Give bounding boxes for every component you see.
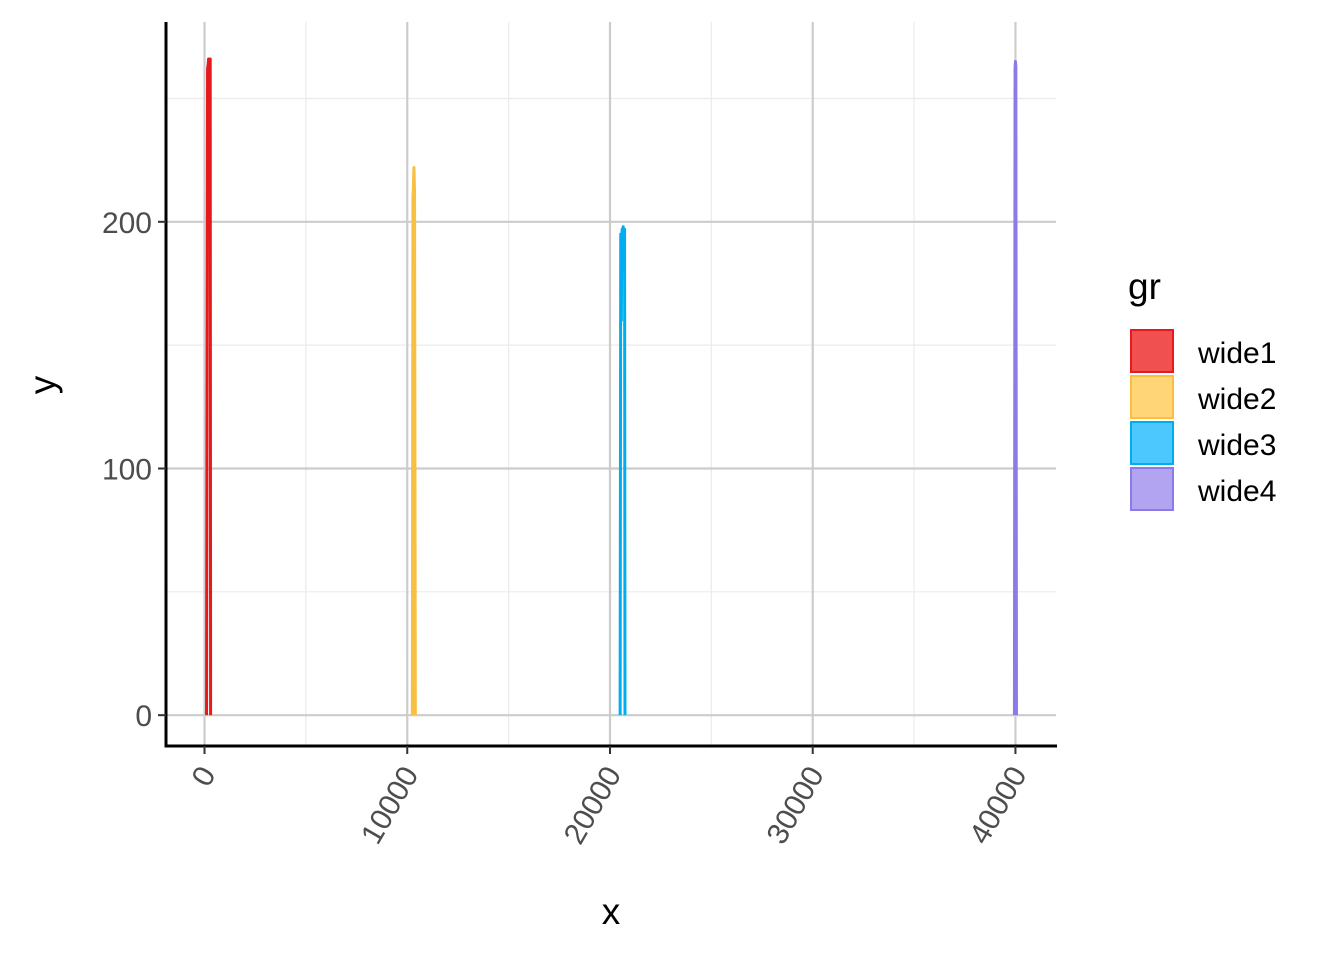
y-tick-label: 200 bbox=[102, 207, 152, 240]
legend: gr wide1 wide2 wide3 wide4 bbox=[1128, 266, 1276, 511]
y-tick-label: 100 bbox=[102, 453, 152, 486]
series-line-wide3 bbox=[618, 225, 627, 716]
legend-title: gr bbox=[1128, 266, 1161, 307]
series-layer bbox=[205, 57, 1018, 716]
legend-swatch-wide2 bbox=[1130, 375, 1174, 419]
y-ticks: 0 100 200 bbox=[102, 207, 166, 733]
series-line-wide2 bbox=[410, 166, 417, 716]
series-line-wide1 bbox=[205, 57, 213, 716]
legend-swatch-wide3 bbox=[1130, 421, 1174, 465]
legend-swatch-wide1 bbox=[1130, 329, 1174, 373]
legend-label-wide3: wide3 bbox=[1197, 429, 1276, 462]
y-tick-label: 0 bbox=[135, 700, 152, 733]
legend-swatch-wide4 bbox=[1130, 467, 1174, 511]
y-axis-title: y bbox=[22, 375, 63, 394]
legend-label-wide1: wide1 bbox=[1197, 337, 1276, 370]
legend-label-wide4: wide4 bbox=[1197, 475, 1276, 508]
grid-lines bbox=[166, 22, 1056, 746]
series-line-wide4 bbox=[1012, 59, 1018, 716]
x-axis-title: x bbox=[602, 891, 621, 932]
legend-label-wide2: wide2 bbox=[1197, 383, 1276, 416]
